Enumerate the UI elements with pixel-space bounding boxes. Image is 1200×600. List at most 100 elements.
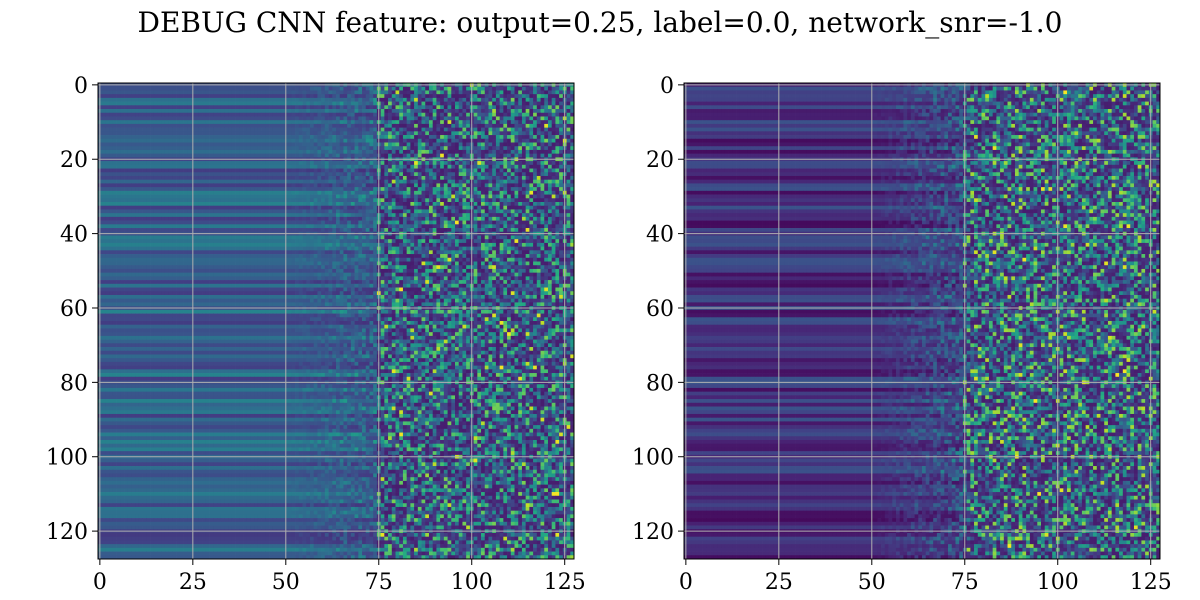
heatmap-cell: [261, 142, 266, 147]
heatmap-cell: [507, 161, 512, 166]
heatmap-cell: [146, 161, 151, 166]
heatmap-cell: [138, 175, 143, 181]
heatmap-cell: [551, 116, 556, 121]
heatmap-cell: [510, 209, 515, 214]
heatmap-cell: [135, 202, 140, 207]
heatmap-cell: [142, 112, 147, 117]
heatmap-cell: [105, 228, 110, 233]
heatmap-cell: [280, 209, 285, 214]
heatmap-cell: [179, 168, 184, 173]
heatmap-cell: [503, 220, 508, 225]
heatmap-cell: [402, 105, 408, 110]
heatmap-cell: [164, 220, 170, 225]
heatmap-cell: [555, 131, 560, 136]
heatmap-cell: [157, 127, 162, 132]
heatmap-cell: [265, 183, 270, 188]
heatmap-cell: [261, 213, 266, 218]
heatmap-cell: [109, 105, 114, 110]
heatmap-cell: [239, 149, 244, 155]
heatmap-cell: [138, 209, 143, 214]
heatmap-cell: [298, 123, 303, 128]
heatmap-cell: [138, 224, 143, 229]
heatmap-cell: [228, 216, 233, 221]
heatmap-cell: [127, 220, 132, 225]
heatmap-cell: [399, 90, 404, 95]
heatmap-cell: [477, 209, 482, 214]
heatmap-cell: [224, 131, 229, 136]
heatmap-cell: [328, 138, 333, 143]
heatmap-cell: [547, 213, 553, 218]
heatmap-cell: [343, 97, 348, 102]
heatmap-cell: [462, 172, 467, 177]
heatmap-cell: [295, 101, 300, 106]
heatmap-cell: [417, 131, 422, 136]
heatmap-cell: [157, 149, 162, 155]
heatmap-cell: [179, 109, 184, 114]
heatmap-cell: [254, 205, 259, 210]
heatmap-cell: [276, 97, 281, 102]
heatmap-cell: [205, 101, 210, 106]
heatmap-cell: [555, 198, 560, 203]
heatmap-cell: [440, 101, 445, 106]
heatmap-cell: [332, 209, 337, 214]
heatmap-cell: [228, 120, 233, 125]
heatmap-cell: [521, 112, 527, 117]
heatmap-cell: [369, 187, 374, 192]
heatmap-cell: [135, 97, 140, 102]
heatmap-cell: [536, 183, 541, 188]
heatmap-cell: [462, 112, 467, 117]
heatmap-cell: [570, 190, 575, 195]
heatmap-cell: [421, 135, 426, 140]
heatmap-cell: [127, 97, 132, 102]
heatmap-cell: [302, 187, 307, 192]
heatmap-cell: [224, 202, 229, 207]
heatmap-cell: [235, 109, 240, 114]
heatmap-cell: [202, 112, 207, 117]
heatmap-cell: [194, 179, 199, 184]
heatmap-cell: [161, 172, 166, 177]
heatmap-cell: [339, 142, 344, 147]
heatmap-cell: [257, 205, 262, 210]
heatmap-cell: [555, 146, 560, 151]
heatmap-cell: [243, 194, 248, 199]
heatmap-cell: [399, 153, 404, 158]
heatmap-cell: [425, 146, 430, 151]
heatmap-cell: [350, 123, 355, 128]
heatmap-cell: [127, 202, 132, 207]
heatmap-cell: [451, 216, 456, 221]
heatmap-cell: [540, 183, 545, 188]
heatmap-cell: [328, 175, 333, 181]
heatmap-cell: [336, 190, 341, 195]
heatmap-cell: [510, 216, 515, 221]
heatmap-cell: [131, 190, 136, 195]
heatmap-cell: [462, 175, 467, 181]
heatmap-cell: [127, 146, 132, 151]
heatmap-cell: [402, 190, 408, 195]
heatmap-cell: [388, 123, 393, 128]
heatmap-cell: [362, 161, 367, 166]
heatmap-cell: [399, 97, 404, 102]
heatmap-cell: [317, 161, 322, 166]
heatmap-cell: [287, 202, 292, 207]
heatmap-cell: [462, 183, 467, 188]
heatmap-cell: [291, 220, 296, 225]
heatmap-cell: [187, 205, 192, 210]
heatmap-cell: [425, 109, 430, 114]
heatmap-cell: [157, 153, 162, 158]
heatmap-cell: [309, 86, 315, 91]
heatmap-cell: [503, 94, 508, 99]
heatmap-cell: [194, 216, 199, 221]
heatmap-cell: [399, 109, 404, 114]
heatmap-cell: [551, 175, 556, 181]
heatmap-cell: [451, 116, 456, 121]
heatmap-cell: [544, 112, 549, 117]
heatmap-cell: [455, 153, 460, 158]
heatmap-cell: [116, 105, 121, 110]
heatmap-cell: [503, 183, 508, 188]
heatmap-cell: [518, 164, 523, 169]
heatmap-cell: [276, 190, 281, 195]
heatmap-cell: [388, 172, 393, 177]
heatmap-cell: [380, 209, 385, 214]
heatmap-cell: [499, 172, 504, 177]
heatmap-cell: [164, 105, 170, 110]
